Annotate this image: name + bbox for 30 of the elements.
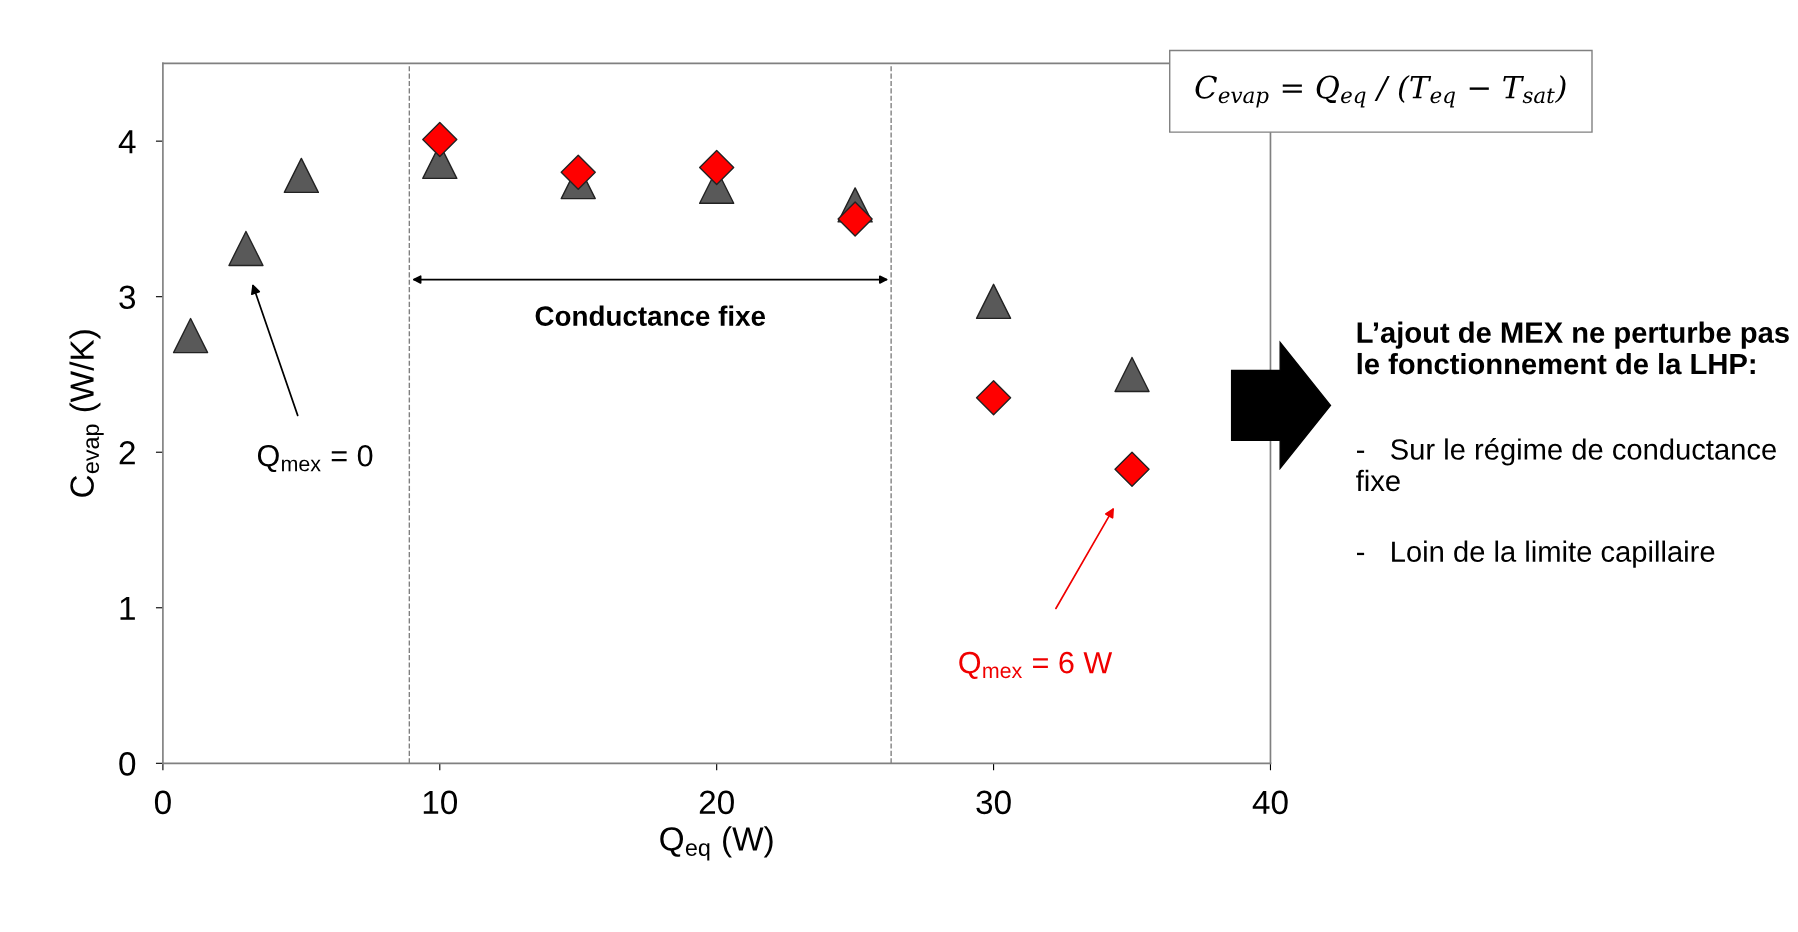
point [1114, 451, 1150, 488]
y-tick-label: 4 [118, 130, 136, 154]
text: C$_{evap}$ = Q$_{eq}$ / (T$_{eq}$ − T$_{sat}$) [1195, 74, 1566, 108]
x-tick-label: 40 [1252, 790, 1288, 815]
x-tick-label: 10 [423, 790, 458, 815]
point [172, 317, 209, 354]
y-axis-title: C$_{evap}$ (W/K) [69, 330, 104, 497]
point [698, 149, 735, 186]
x-tick-label: 30 [976, 790, 1011, 815]
y-tick-label: 1 [120, 596, 135, 620]
point [560, 154, 596, 190]
point [975, 380, 1012, 416]
annotation: Q$_{mex}$ = 6 W [959, 651, 1113, 679]
point [422, 121, 458, 158]
point [1114, 356, 1150, 393]
y-tick-label: 0 [119, 752, 136, 776]
point [228, 230, 264, 267]
point [283, 157, 320, 194]
text: - Loin de la limite capillaire [1356, 540, 1715, 568]
x-tick-label: 0 [154, 790, 171, 815]
y-tick-label: 2 [119, 441, 135, 465]
x-tick-label: 20 [699, 790, 734, 815]
text: L’ajout de MEX ne perturbe pas le fonctionnement de la LHP: [1357, 321, 1789, 375]
point [837, 201, 873, 237]
text: - Sur le régime de conductance fixe [1356, 438, 1776, 492]
annotation: Conductance fixe [535, 305, 766, 326]
x-axis-title: Q$_{eq}$ (W) [660, 826, 773, 861]
y-tick-label: 3 [119, 285, 136, 310]
point [975, 283, 1012, 320]
annotation: Q$_{mex}$ = 0 [257, 444, 373, 473]
